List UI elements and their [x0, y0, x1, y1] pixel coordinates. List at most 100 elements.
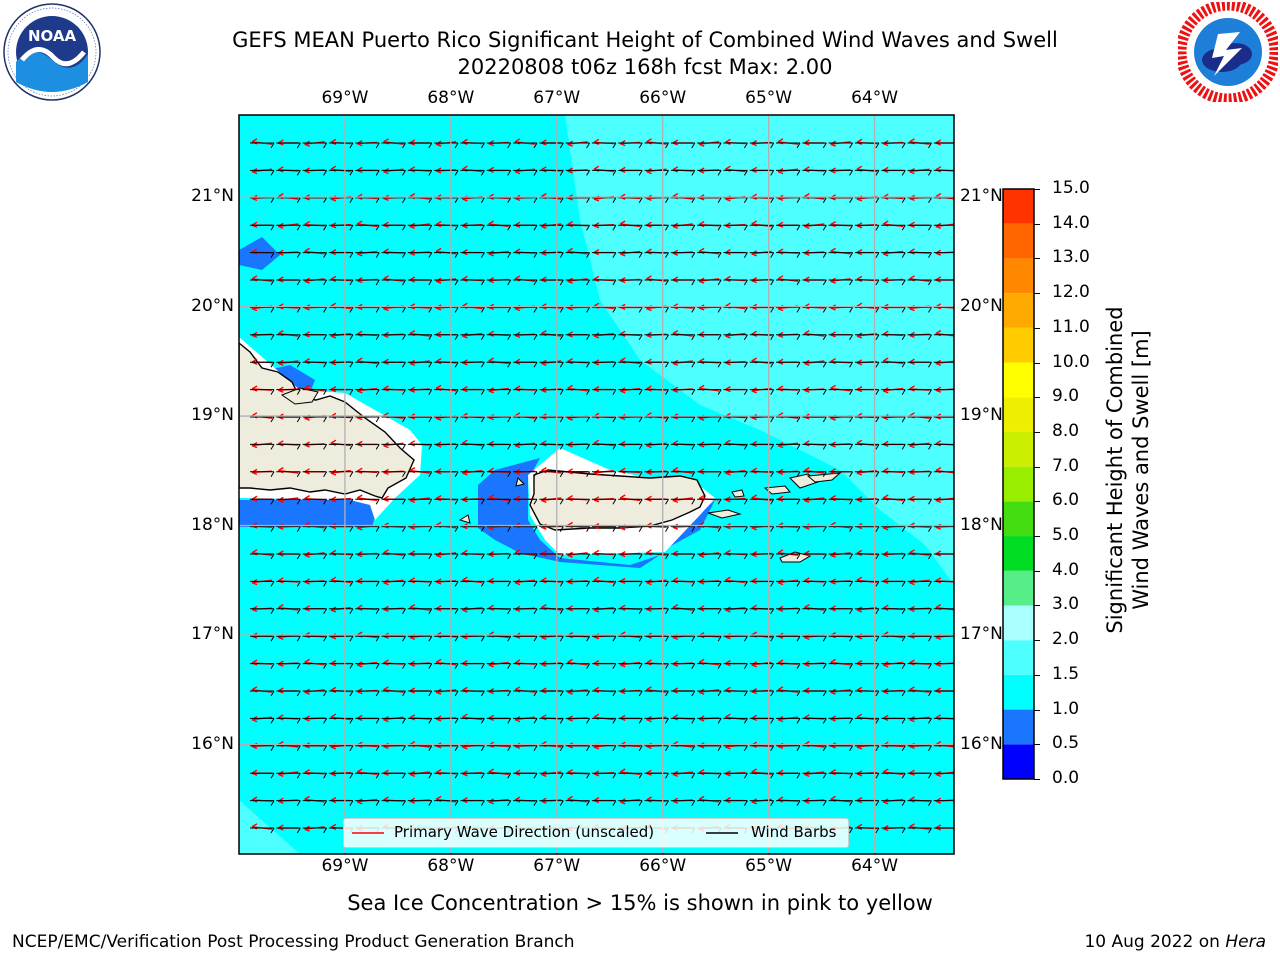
wind-barb [513, 224, 538, 231]
wind-barb [802, 717, 827, 724]
wind-barb [776, 800, 801, 806]
wind-barb [828, 580, 854, 587]
wind-barb [802, 498, 827, 505]
wind-barb [328, 252, 354, 258]
colorbar-tick-mark [1034, 744, 1040, 746]
wind-barb [723, 389, 748, 395]
wind-barb [776, 471, 801, 478]
wind-barb [644, 169, 669, 176]
wind-barb [513, 608, 538, 615]
wind-barb [276, 608, 301, 615]
map-legend: Primary Wave Direction (unscaled) Wind B… [343, 818, 849, 848]
wind-barb [355, 361, 380, 368]
wind-barb [749, 608, 775, 615]
wind-barb [697, 471, 722, 478]
wind-barb [539, 252, 564, 258]
wind-barb [407, 389, 433, 395]
wind-barb [670, 389, 696, 395]
colorbar-tick-7: 8.0 [1052, 420, 1080, 441]
wind-barb [407, 252, 433, 258]
wind-barb [670, 416, 696, 423]
wind-barb [670, 800, 696, 806]
wind-barb [802, 334, 827, 341]
wind-barb [776, 416, 801, 423]
wind-barb [591, 580, 617, 587]
wind-barb [486, 252, 512, 258]
wind-barb [828, 635, 854, 642]
wind-barb [749, 389, 775, 395]
wind-barb [328, 498, 354, 505]
wind-barb [407, 361, 433, 368]
wind-barb [907, 526, 932, 532]
wind-barb [802, 306, 827, 313]
wind-barb [776, 252, 801, 258]
wind-barb [513, 334, 538, 341]
wind-barb [381, 663, 406, 669]
wind-barb [565, 252, 591, 258]
wind-barb [328, 800, 354, 806]
wind-barb [802, 471, 827, 478]
wind-barb [539, 717, 564, 724]
wind-barb [591, 389, 617, 395]
wind-barb [302, 361, 328, 368]
colorbar-tick-mark [1034, 779, 1040, 780]
wind-barb [539, 279, 564, 286]
wind-barb [539, 772, 564, 779]
wind-barb [644, 772, 669, 779]
noaa-logo-text: NOAA [28, 27, 77, 45]
wind-barb [749, 526, 775, 532]
title-line-1: GEFS MEAN Puerto Rico Significant Height… [232, 28, 1058, 52]
wind-barb [328, 580, 354, 587]
wind-barb [565, 279, 591, 286]
wind-barb [539, 635, 564, 642]
wind-barb [486, 279, 512, 286]
wind-barb [355, 279, 380, 286]
wind-barb [513, 663, 538, 669]
wind-barb [250, 717, 275, 724]
wind-barb [697, 608, 722, 615]
wind-barb [250, 169, 275, 176]
wind-barb [697, 416, 722, 423]
wind-barb [670, 745, 696, 752]
wind-barb [670, 608, 696, 615]
wind-barb [670, 252, 696, 258]
wind-barb [723, 553, 748, 560]
wind-barb [828, 663, 854, 669]
wind-barb [381, 772, 406, 779]
wind-barb [591, 334, 617, 341]
wind-barb [355, 635, 380, 642]
wind-barb [460, 334, 485, 341]
wind-barb [907, 553, 932, 560]
wind-barb [250, 690, 275, 697]
wind-barb [381, 690, 406, 697]
wind-barb [407, 553, 433, 560]
wind-barb [302, 717, 328, 724]
wind-barb [697, 635, 722, 642]
wind-barb [828, 197, 854, 204]
lat-label-right-3: 18°N [960, 514, 1003, 535]
wind-barb [381, 334, 406, 341]
wind-barb [276, 224, 301, 231]
wind-barb [644, 800, 669, 806]
wind-barb [460, 580, 485, 587]
wind-barb [776, 361, 801, 368]
wind-barb [565, 717, 591, 724]
wind-barb [513, 361, 538, 368]
wind-barb [276, 800, 301, 806]
wind-barb [802, 800, 827, 806]
wind-barb [723, 142, 748, 149]
wind-barb [618, 306, 643, 313]
wind-barb [539, 306, 564, 313]
wind-barb [355, 663, 380, 669]
lon-label-top-4: 65°W [745, 88, 793, 108]
wind-barb [565, 498, 591, 505]
lon-label-bottom-5: 64°W [851, 856, 899, 876]
wind-barb [381, 142, 406, 149]
wind-barb [486, 169, 512, 176]
wind-barb [907, 608, 932, 615]
colorbar-tick-mark [1034, 674, 1040, 676]
wind-barb [565, 389, 591, 395]
wind-barb [460, 553, 485, 560]
colorbar-band-16 [1003, 189, 1034, 224]
lon-label-bottom-1: 68°W [427, 856, 475, 876]
